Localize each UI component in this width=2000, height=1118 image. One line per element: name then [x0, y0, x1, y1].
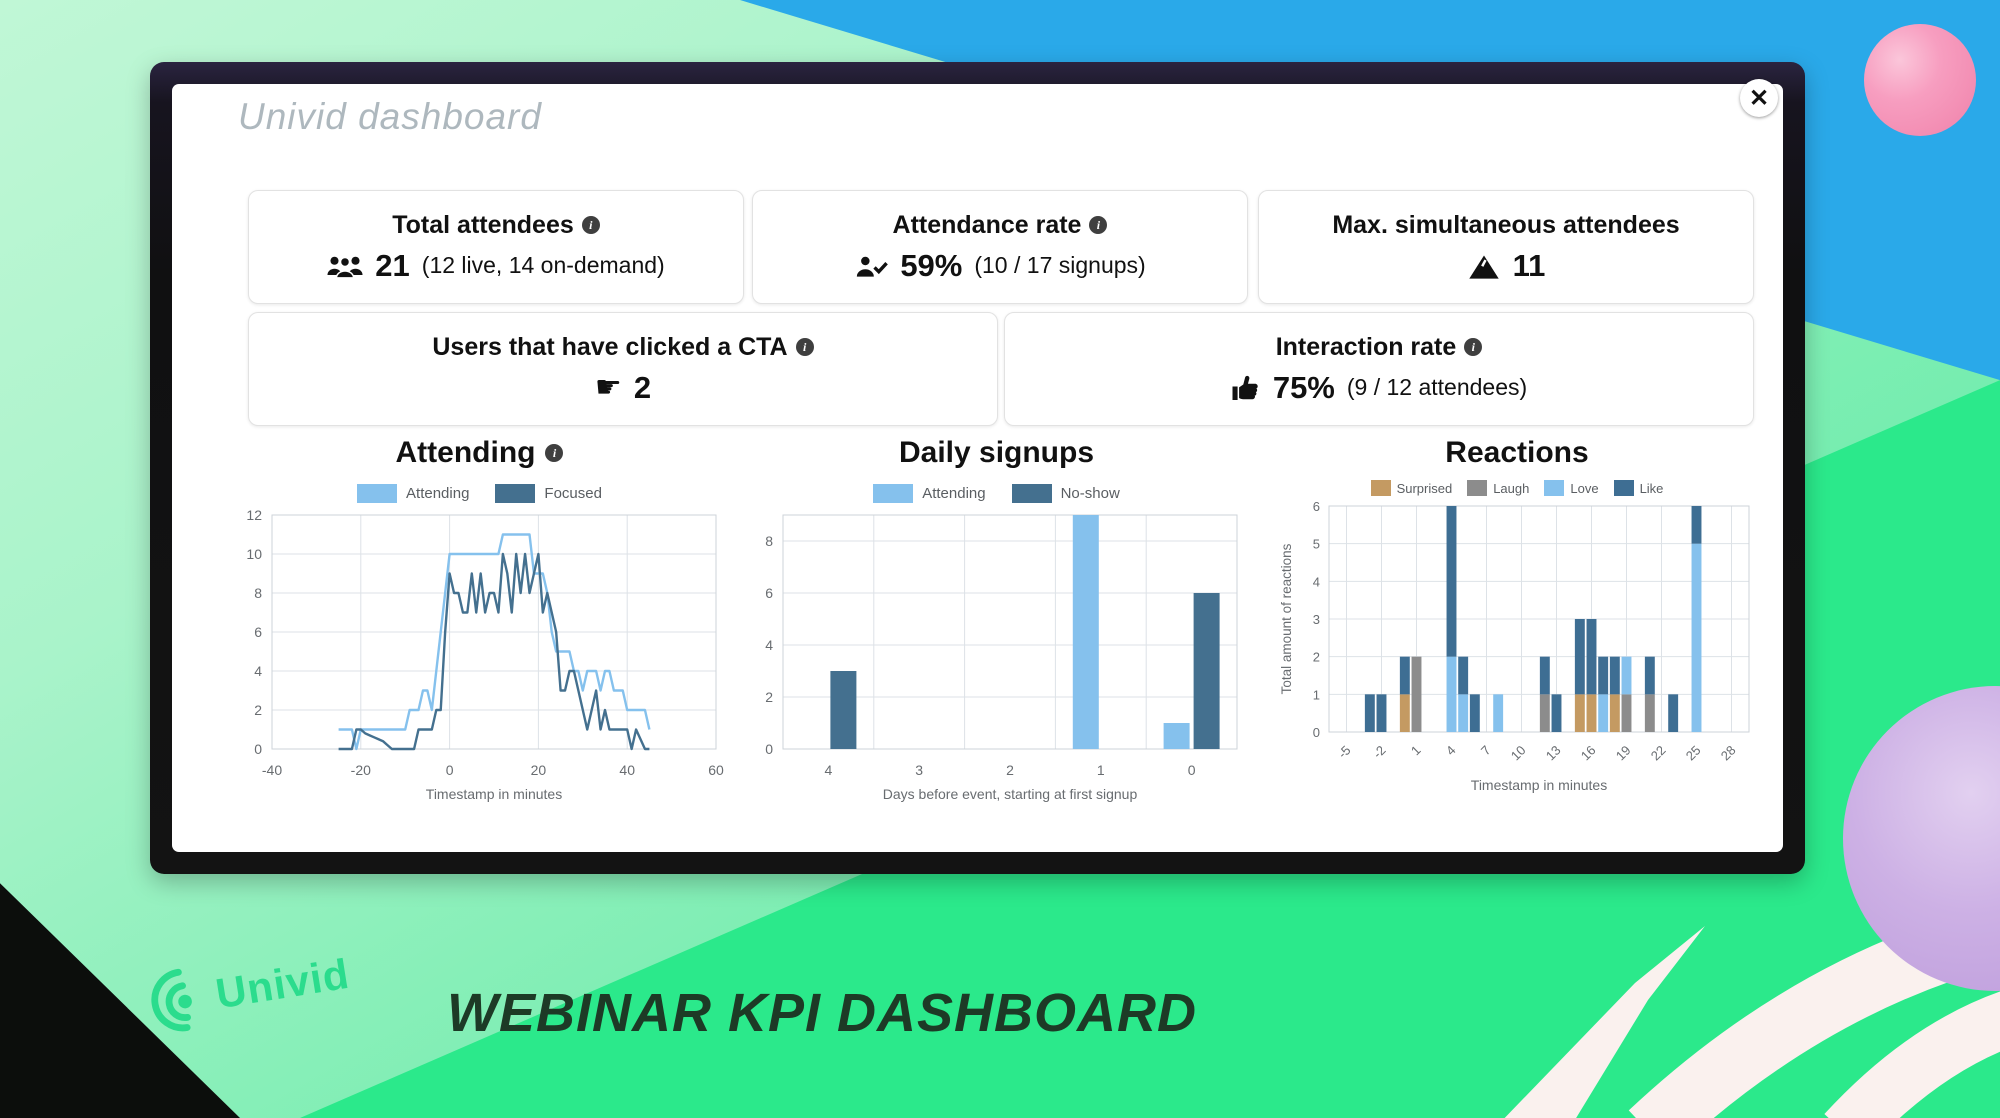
- svg-text:3: 3: [915, 762, 923, 778]
- svg-text:-2: -2: [1370, 743, 1389, 762]
- svg-text:6: 6: [254, 624, 262, 640]
- decorative-pink-circle: [1864, 24, 1976, 136]
- svg-text:40: 40: [619, 762, 635, 778]
- svg-text:-5: -5: [1335, 743, 1354, 762]
- svg-text:2: 2: [254, 702, 262, 718]
- svg-text:7: 7: [1478, 743, 1494, 759]
- svg-text:25: 25: [1683, 743, 1704, 764]
- dashboard-card: Univid dashboard Total attendees 21 (12 …: [172, 84, 1783, 852]
- svg-text:0: 0: [1313, 725, 1320, 740]
- svg-text:4: 4: [824, 762, 832, 778]
- svg-text:10: 10: [246, 546, 262, 562]
- kpi-interaction-rate: Interaction rate 75% (9 / 12 attendees): [1004, 312, 1754, 426]
- info-icon[interactable]: [1089, 216, 1108, 234]
- svg-text:6: 6: [765, 585, 773, 601]
- svg-text:1: 1: [1313, 687, 1320, 702]
- kpi-title-label: Attendance rate: [892, 210, 1082, 239]
- kpi-value: 21: [375, 247, 410, 283]
- people-icon: [327, 256, 363, 279]
- kpi-value: 75%: [1272, 369, 1335, 405]
- svg-text:20: 20: [530, 762, 546, 778]
- svg-text:3: 3: [1313, 612, 1320, 627]
- svg-text:4: 4: [1443, 743, 1459, 759]
- kpi-detail: (12 live, 14 on-demand): [421, 252, 665, 278]
- svg-text:-40: -40: [261, 762, 281, 778]
- svg-text:4: 4: [1313, 574, 1320, 589]
- click-icon: ☛: [594, 370, 622, 404]
- svg-text:28: 28: [1718, 743, 1739, 764]
- page-title: Univid dashboard: [238, 96, 542, 137]
- chart-title-label: Attending: [395, 436, 536, 469]
- svg-text:Total amount of reactions: Total amount of reactions: [1279, 543, 1294, 694]
- svg-text:13: 13: [1543, 743, 1564, 764]
- reactions-stacked-bar-chart: -5 -2 1 4 7 10 13 16 19 22 25 28 0 1 2 3 4 5 6 Total amount…: [1279, 499, 1750, 793]
- svg-text:60: 60: [708, 762, 724, 778]
- chart-title-label: Daily signups: [898, 436, 1095, 469]
- chart-legend: Surprised Laugh Love Like: [1370, 480, 1663, 496]
- svg-text:8: 8: [765, 533, 773, 549]
- svg-text:4: 4: [254, 663, 262, 679]
- kpi-title-label: Total attendees: [392, 210, 574, 239]
- svg-text:1: 1: [1408, 743, 1424, 759]
- kpi-value: 59%: [900, 247, 963, 283]
- thumbs-up-icon: [1232, 375, 1258, 400]
- info-icon[interactable]: [795, 338, 814, 356]
- kpi-cta-clicks: Users that have clicked a CTA ☛ 2: [248, 312, 998, 426]
- svg-text:-20: -20: [350, 762, 370, 778]
- chart-legend: Attending Focused: [357, 484, 602, 503]
- svg-text:0: 0: [1187, 762, 1195, 778]
- kpi-value: 11: [1512, 247, 1546, 283]
- chart-reactions: Reactions Surprised Laugh Love Like -5 -2 1 4 7…: [1272, 436, 1762, 798]
- svg-text:Timestamp in minutes: Timestamp in minutes: [1471, 777, 1607, 793]
- svg-text:5: 5: [1313, 537, 1320, 552]
- kpi-detail: (9 / 12 attendees): [1346, 374, 1528, 400]
- svg-text:1: 1: [1096, 762, 1104, 778]
- chart-legend: Attending No-show: [873, 484, 1120, 503]
- svg-text:0: 0: [765, 741, 773, 757]
- info-icon[interactable]: [1464, 338, 1483, 356]
- chart-daily-signups: Daily signups Attending No-show 0 2 4 6 8 4 3 2 1…: [744, 436, 1249, 805]
- kpi-detail: (10 / 17 signups): [974, 252, 1146, 278]
- attending-line-chart: -40 -20 0 20 40 60 0 2 4 6 8 10 12 Timestamp in minut…: [246, 507, 724, 802]
- daily-signups-bar-chart: 0 2 4 6 8 4 3 2 1 0 Days before event, starting at…: [765, 514, 1237, 802]
- kpi-title-label: Max. simultaneous attendees: [1332, 210, 1680, 239]
- svg-text:19: 19: [1613, 743, 1634, 764]
- brand-name: Univid: [212, 949, 353, 1018]
- kpi-max-simultaneous-attendees: Max. simultaneous attendees 11: [1258, 190, 1754, 304]
- info-icon[interactable]: [581, 216, 600, 234]
- svg-text:4: 4: [765, 637, 773, 653]
- kpi-total-attendees: Total attendees 21 (12 live, 14 on-deman…: [248, 190, 744, 304]
- svg-text:2: 2: [1006, 762, 1014, 778]
- svg-text:2: 2: [1313, 650, 1320, 665]
- person-check-icon: [857, 256, 889, 277]
- kpi-title-label: Interaction rate: [1275, 332, 1457, 361]
- svg-text:2: 2: [765, 689, 773, 705]
- svg-text:Timestamp in minutes: Timestamp in minutes: [425, 786, 561, 802]
- svg-text:10: 10: [1508, 743, 1529, 764]
- chart-title-label: Reactions: [1445, 436, 1589, 469]
- dashboard-modal-frame: ✕ Univid dashboard Total attendees 21: [150, 62, 1805, 874]
- mountain-icon: [1468, 255, 1499, 279]
- close-icon[interactable]: ✕: [1740, 79, 1778, 117]
- svg-text:Days before event, starting at: Days before event, starting at first sig…: [882, 786, 1137, 802]
- univid-logo-icon: [151, 968, 192, 1032]
- univid-logo: Univid: [135, 932, 356, 1048]
- kpi-attendance-rate: Attendance rate 59% (10 / 17 signups): [752, 190, 1248, 304]
- svg-text:0: 0: [254, 741, 262, 757]
- svg-text:6: 6: [1313, 499, 1320, 514]
- kpi-value: 2: [633, 369, 652, 405]
- headline: WEBINAR KPI DASHBOARD: [447, 983, 1197, 1043]
- svg-text:8: 8: [254, 585, 262, 601]
- info-icon[interactable]: [545, 444, 564, 462]
- kpi-title-label: Users that have clicked a CTA: [432, 332, 788, 361]
- svg-text:22: 22: [1648, 743, 1669, 764]
- svg-text:0: 0: [445, 762, 453, 778]
- svg-text:12: 12: [246, 507, 262, 523]
- svg-text:16: 16: [1578, 743, 1599, 764]
